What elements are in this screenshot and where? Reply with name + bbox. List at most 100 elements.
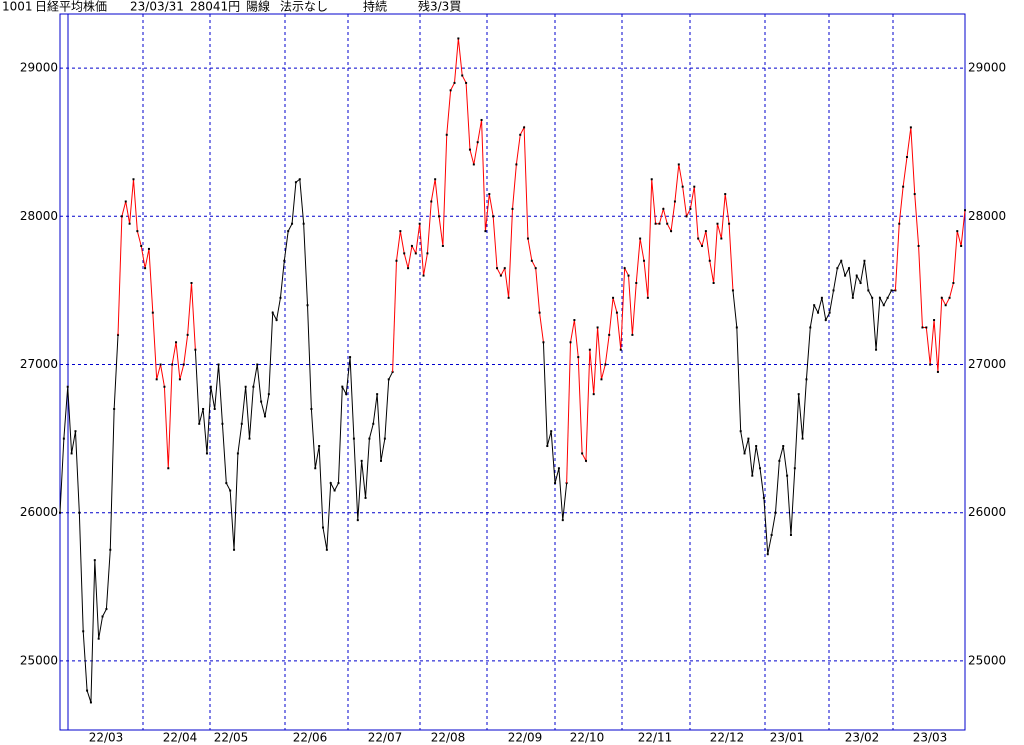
price-dot bbox=[631, 333, 634, 336]
price-dot bbox=[875, 348, 878, 351]
price-dot bbox=[956, 230, 959, 233]
price-dot bbox=[364, 496, 367, 499]
price-dot bbox=[557, 467, 560, 470]
price-dot bbox=[863, 259, 866, 262]
price-dot bbox=[329, 482, 332, 485]
price-dot bbox=[89, 701, 92, 704]
price-dot bbox=[538, 311, 541, 314]
price-dot bbox=[178, 378, 181, 381]
price-dot bbox=[229, 489, 232, 492]
price-dot bbox=[298, 178, 301, 181]
price-dot bbox=[898, 222, 901, 225]
price-dot bbox=[701, 244, 704, 247]
y-tick-label: 27000 bbox=[20, 357, 58, 371]
price-dot bbox=[789, 533, 792, 536]
price-dot bbox=[236, 452, 239, 455]
price-dot bbox=[530, 259, 533, 262]
price-dot bbox=[74, 430, 77, 433]
price-dot bbox=[113, 407, 116, 410]
price-dot bbox=[213, 407, 216, 410]
price-dot bbox=[294, 181, 297, 184]
price-dot bbox=[151, 311, 154, 314]
price-dot bbox=[735, 326, 738, 329]
candle-type: 陽線 bbox=[246, 0, 270, 14]
price-dot bbox=[209, 385, 212, 388]
price-dot bbox=[356, 519, 359, 522]
price-dot bbox=[534, 267, 537, 270]
price-dot bbox=[685, 215, 688, 218]
price-dot bbox=[175, 341, 178, 344]
price-dot bbox=[360, 459, 363, 462]
price-dot bbox=[240, 422, 243, 425]
price-dot bbox=[724, 193, 727, 196]
price-dot bbox=[851, 296, 854, 299]
price-dot bbox=[770, 533, 773, 536]
price-dot bbox=[867, 289, 870, 292]
price-dot bbox=[321, 526, 324, 529]
price-dot bbox=[233, 548, 236, 551]
price-dot bbox=[639, 237, 642, 240]
x-tick-label: 22/06 bbox=[293, 731, 328, 745]
price-dot bbox=[905, 156, 908, 159]
price-dot bbox=[507, 296, 510, 299]
price-dot bbox=[960, 244, 963, 247]
price-dot bbox=[144, 267, 147, 270]
price-dot bbox=[751, 474, 754, 477]
y2-tick-label: 28000 bbox=[968, 209, 1006, 223]
date: 23/03/31 bbox=[130, 0, 184, 14]
price-dot bbox=[202, 407, 205, 410]
price-dot bbox=[325, 548, 328, 551]
price-dot bbox=[917, 244, 920, 247]
price-dot bbox=[824, 319, 827, 322]
status: 持続 bbox=[363, 0, 387, 14]
price-dot bbox=[646, 296, 649, 299]
connector bbox=[894, 223, 900, 291]
price-dot bbox=[395, 259, 398, 262]
price-dot bbox=[302, 222, 305, 225]
price-dot bbox=[70, 452, 73, 455]
price-dot bbox=[623, 267, 626, 270]
price-dot bbox=[217, 363, 220, 366]
x-tick-label: 22/05 bbox=[214, 731, 249, 745]
price-dot bbox=[600, 378, 603, 381]
price-dot bbox=[952, 282, 955, 285]
price-dot bbox=[592, 393, 595, 396]
price-dot bbox=[368, 437, 371, 440]
price-dot bbox=[588, 348, 591, 351]
price-dot bbox=[813, 304, 816, 307]
price-dot bbox=[604, 363, 607, 366]
price-dot bbox=[743, 452, 746, 455]
price-line bbox=[736, 259, 896, 555]
price-dot bbox=[766, 553, 769, 556]
price-dot bbox=[163, 385, 166, 388]
price-dot bbox=[782, 445, 785, 448]
price-dot bbox=[797, 393, 800, 396]
price-dot bbox=[492, 215, 495, 218]
price-dot bbox=[762, 496, 765, 499]
connector bbox=[566, 342, 572, 484]
price-dot bbox=[263, 415, 266, 418]
price-dot bbox=[101, 615, 104, 618]
price-dot bbox=[291, 222, 294, 225]
price-dot bbox=[596, 326, 599, 329]
price-dot bbox=[847, 267, 850, 270]
price-dot bbox=[445, 133, 448, 136]
price-dot bbox=[171, 363, 174, 366]
connector bbox=[732, 290, 738, 328]
price-dot bbox=[434, 178, 437, 181]
price-line bbox=[898, 127, 966, 372]
price-dot bbox=[515, 163, 518, 166]
price-dot bbox=[693, 185, 696, 188]
price-dot bbox=[584, 459, 587, 462]
x-tick-label: 22/11 bbox=[638, 731, 673, 745]
price-dot bbox=[921, 326, 924, 329]
price-dot bbox=[349, 356, 352, 359]
price-dot bbox=[465, 81, 468, 84]
x-tick-label: 22/09 bbox=[508, 731, 543, 745]
price-dot bbox=[720, 237, 723, 240]
price-dot bbox=[426, 252, 429, 255]
connector bbox=[542, 342, 548, 447]
price-dot bbox=[805, 378, 808, 381]
price-dot bbox=[78, 511, 81, 514]
